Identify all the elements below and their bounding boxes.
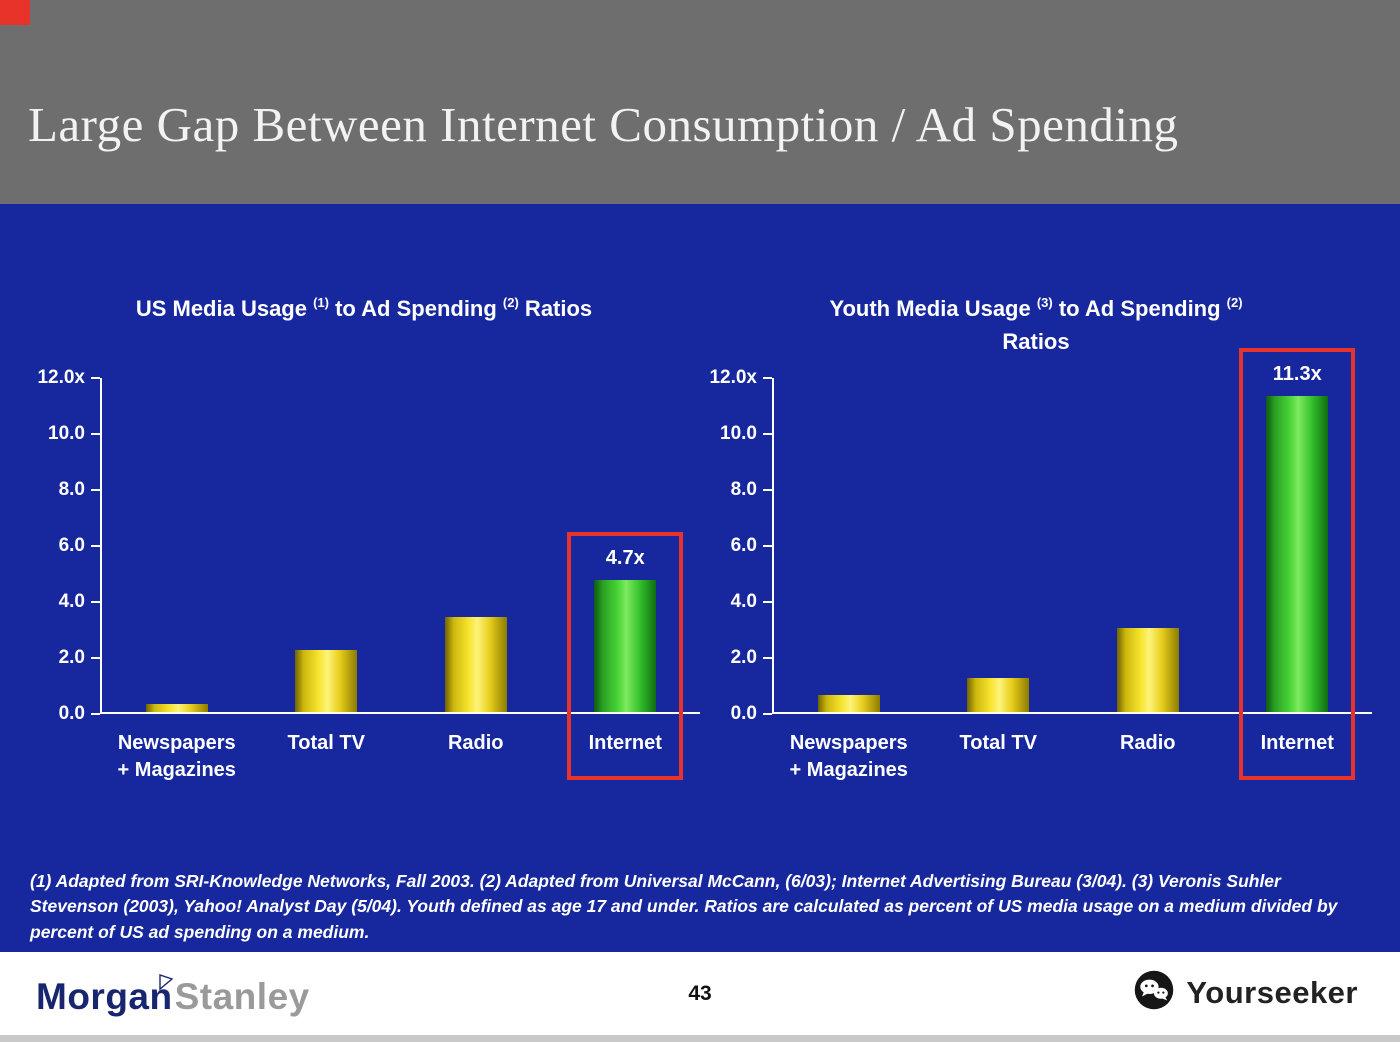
chart-title-superscript: (3) <box>1036 295 1053 310</box>
y-tick-label: 8.0 <box>730 479 757 500</box>
plot-wrap: 4.7x Newspapers + Magazines Total TV Radio… <box>100 378 700 800</box>
morgan-stanley-logo: MorganStanley <box>36 974 310 1018</box>
x-label: Total TV <box>959 732 1037 754</box>
y-tick-label: 0.0 <box>730 703 757 724</box>
y-tick-mark <box>763 545 772 547</box>
bar-value-label: 11.3x <box>1272 362 1322 385</box>
x-label: Newspapers + Magazines <box>117 732 236 781</box>
y-tick-mark <box>91 601 100 603</box>
chart-title-text: US Media Usage <box>135 296 314 321</box>
x-label: Total TV <box>287 732 365 754</box>
chart-youth-media: Youth Media Usage (3) to Ad Spending (2)… <box>700 260 1372 800</box>
x-label: Newspapers + Magazines <box>789 732 908 781</box>
y-axis: 12.0x 10.0 8.0 6.0 4.0 2.0 0.0 <box>28 367 100 724</box>
y-tick-mark <box>91 713 100 715</box>
title-band: Large Gap Between Internet Consumption /… <box>0 0 1400 204</box>
y-tick-mark <box>91 545 100 547</box>
wechat-icon <box>1132 968 1176 1017</box>
bar-value-label: 4.7x <box>605 547 645 570</box>
chart-title-text: Youth Media Usage <box>829 296 1037 321</box>
bottom-strip <box>0 1035 1400 1042</box>
y-tick-mark <box>763 713 772 715</box>
plot-area: 4.7x <box>100 378 700 714</box>
y-tick-label: 6.0 <box>730 535 757 556</box>
chart-title-text: to Ad Spending <box>1052 296 1227 321</box>
x-label: Radio <box>1119 732 1176 754</box>
chart-us-media: US Media Usage (1) to Ad Spending (2) Ra… <box>28 260 700 800</box>
footer: MorganStanley 43 Yourseeker <box>0 952 1400 1042</box>
y-tick-mark <box>91 489 100 491</box>
highlight-box <box>1239 347 1356 780</box>
y-tick-label: 8.0 <box>58 479 85 500</box>
x-label: Internet <box>1260 732 1334 754</box>
y-tick-label: 12.0x <box>37 367 85 388</box>
bar-0 <box>817 695 880 712</box>
y-tick-label: 10.0 <box>48 423 85 444</box>
y-tick-mark <box>763 377 772 379</box>
chart-body: 12.0x 10.0 8.0 6.0 4.0 2.0 0.0 4.7x Newspapers… <box>28 367 700 800</box>
y-tick-mark <box>763 433 772 435</box>
bar-2 <box>1116 628 1179 712</box>
x-label: Radio <box>447 732 504 754</box>
x-label: Internet <box>588 732 662 754</box>
y-tick-label: 10.0 <box>720 423 757 444</box>
bar-0 <box>145 703 208 712</box>
bar-3 <box>1266 395 1329 712</box>
bar-1 <box>295 650 358 712</box>
y-tick-mark <box>91 657 100 659</box>
bar-3 <box>594 580 657 712</box>
chart-title-superscript: (2) <box>1226 295 1243 310</box>
chart-title-text: to Ad Spending <box>328 296 503 321</box>
corner-red-mark <box>0 0 30 25</box>
y-tick-label: 6.0 <box>58 535 85 556</box>
chart-title-youth: Youth Media Usage (3) to Ad Spending (2)… <box>700 260 1372 378</box>
chart-body: 12.0x 10.0 8.0 6.0 4.0 2.0 0.0 11.3x Newspaper… <box>700 347 1372 800</box>
logo-morgan-text: Morgan <box>36 976 173 1017</box>
x-axis-labels: Newspapers + Magazines Total TV Radio Inter… <box>100 714 700 800</box>
highlight-box <box>567 532 684 780</box>
footnote: (1) Adapted from SRI-Knowledge Networks,… <box>30 871 1338 942</box>
plot-wrap: 11.3x Newspapers + Magazines Total TV Radi… <box>772 347 1372 800</box>
y-axis: 12.0x 10.0 8.0 6.0 4.0 2.0 0.0 <box>700 367 772 724</box>
y-tick-mark <box>763 489 772 491</box>
y-tick-label: 4.0 <box>58 591 85 612</box>
y-tick-label: 4.0 <box>730 591 757 612</box>
logo-stanley-text: Stanley <box>174 976 310 1017</box>
y-tick-mark <box>91 433 100 435</box>
y-tick-label: 2.0 <box>58 647 85 668</box>
y-tick-mark <box>763 657 772 659</box>
brand-name: Yourseeker <box>1186 974 1358 1010</box>
y-tick-label: 12.0x <box>709 367 757 388</box>
x-axis-labels: Newspapers + Magazines Total TV Radio Inter… <box>772 714 1372 800</box>
bar-1 <box>967 678 1030 712</box>
morgan-stanley-flag-icon <box>156 959 176 1001</box>
charts-row: US Media Usage (1) to Ad Spending (2) Ra… <box>0 204 1400 800</box>
slide-title: Large Gap Between Internet Consumption /… <box>28 97 1179 152</box>
chart-title-superscript: (1) <box>313 295 329 310</box>
plot-area: 11.3x <box>772 363 1372 714</box>
chart-title-us: US Media Usage (1) to Ad Spending (2) Ra… <box>28 260 700 378</box>
y-tick-label: 0.0 <box>58 703 85 724</box>
chart-title-text: Ratios <box>518 296 593 321</box>
y-tick-mark <box>91 377 100 379</box>
page-number: 43 <box>688 982 712 1005</box>
y-tick-mark <box>763 601 772 603</box>
brand-badge: Yourseeker <box>1132 968 1358 1017</box>
chart-canvas: US Media Usage (1) to Ad Spending (2) Ra… <box>0 204 1400 952</box>
bar-2 <box>444 616 507 712</box>
y-tick-label: 2.0 <box>730 647 757 668</box>
chart-title-text: Ratios <box>1002 329 1070 354</box>
chart-title-superscript: (2) <box>502 295 519 310</box>
